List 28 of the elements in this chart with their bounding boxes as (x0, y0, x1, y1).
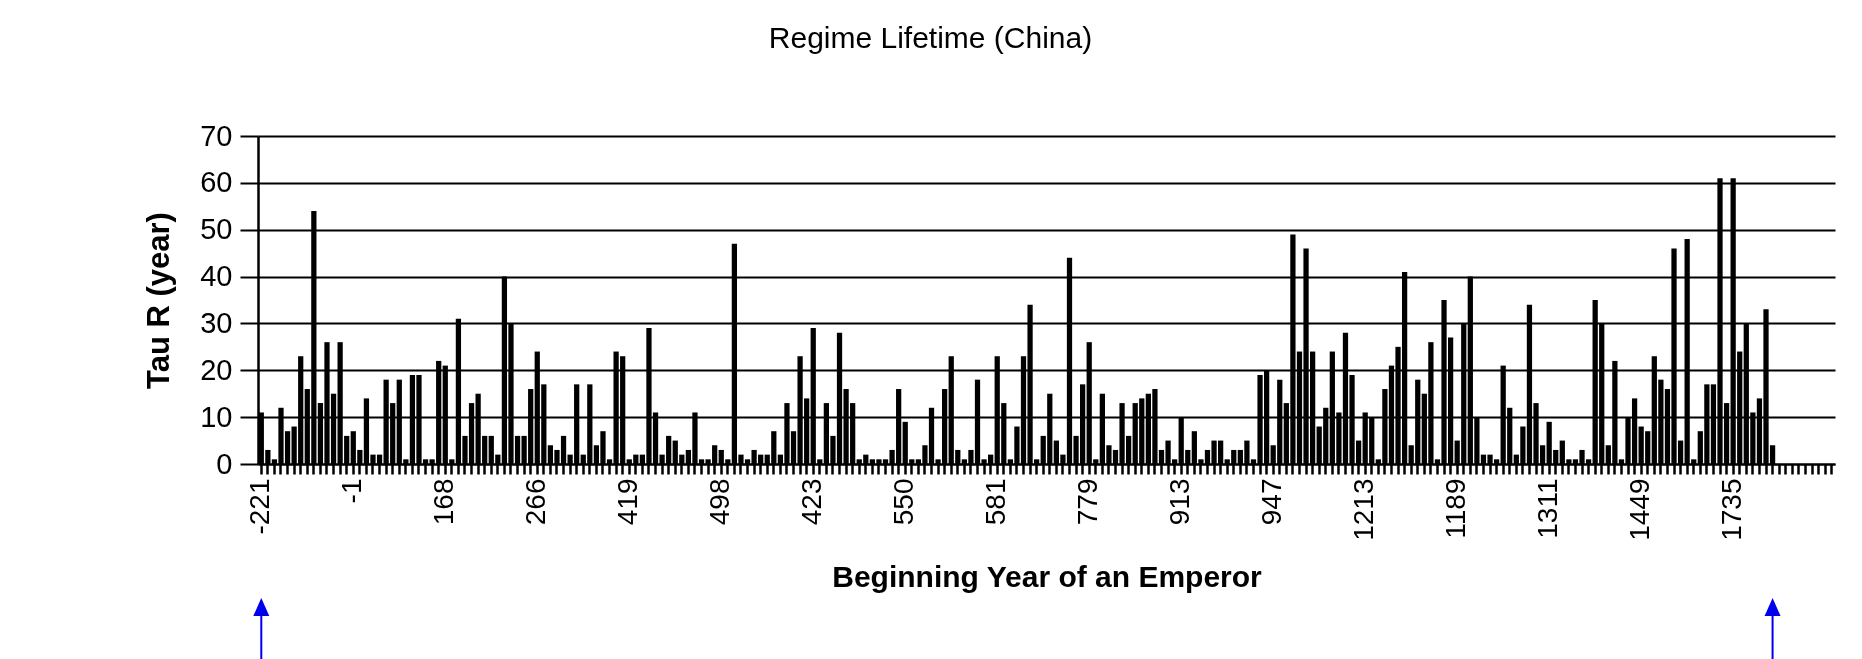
x-tick-label: 581 (980, 478, 1012, 526)
x-tick-label: 266 (520, 478, 552, 526)
x-tick-label: 1189 (1440, 478, 1472, 539)
x-tick-label: 423 (796, 478, 828, 526)
y-tick-label: 20 (200, 353, 233, 386)
x-tick-label: 779 (1072, 478, 1104, 526)
x-tick-label: -221 (244, 478, 276, 535)
chart-title: Regime Lifetime (China) (768, 21, 1093, 54)
y-tick-label: 50 (200, 213, 233, 246)
x-tick-label: -1 (336, 478, 368, 504)
x-tick-label: 947 (1256, 478, 1288, 526)
y-tick-label: 0 (216, 447, 233, 480)
y-tick-label: 70 (200, 119, 233, 152)
y-tick-label: 40 (200, 260, 233, 293)
y-axis-title: Tau R (year) (141, 212, 177, 389)
y-tick-label: 30 (200, 306, 233, 339)
x-tick-label: 498 (704, 478, 736, 526)
x-tick-label: 168 (428, 478, 460, 526)
x-tick-label: 913 (1164, 478, 1196, 526)
x-tick-label: 1311 (1532, 478, 1564, 539)
x-tick-label: 550 (888, 478, 920, 526)
y-tick-label: 60 (200, 166, 233, 199)
x-axis-title: Beginning Year of an Emperor (832, 559, 1263, 593)
x-tick-label: 1449 (1624, 478, 1656, 541)
x-tick-label: 1213 (1348, 478, 1380, 541)
x-tick-label: 1735 (1716, 478, 1748, 541)
y-tick-label: 10 (200, 400, 233, 433)
x-tick-label: 419 (612, 478, 644, 526)
